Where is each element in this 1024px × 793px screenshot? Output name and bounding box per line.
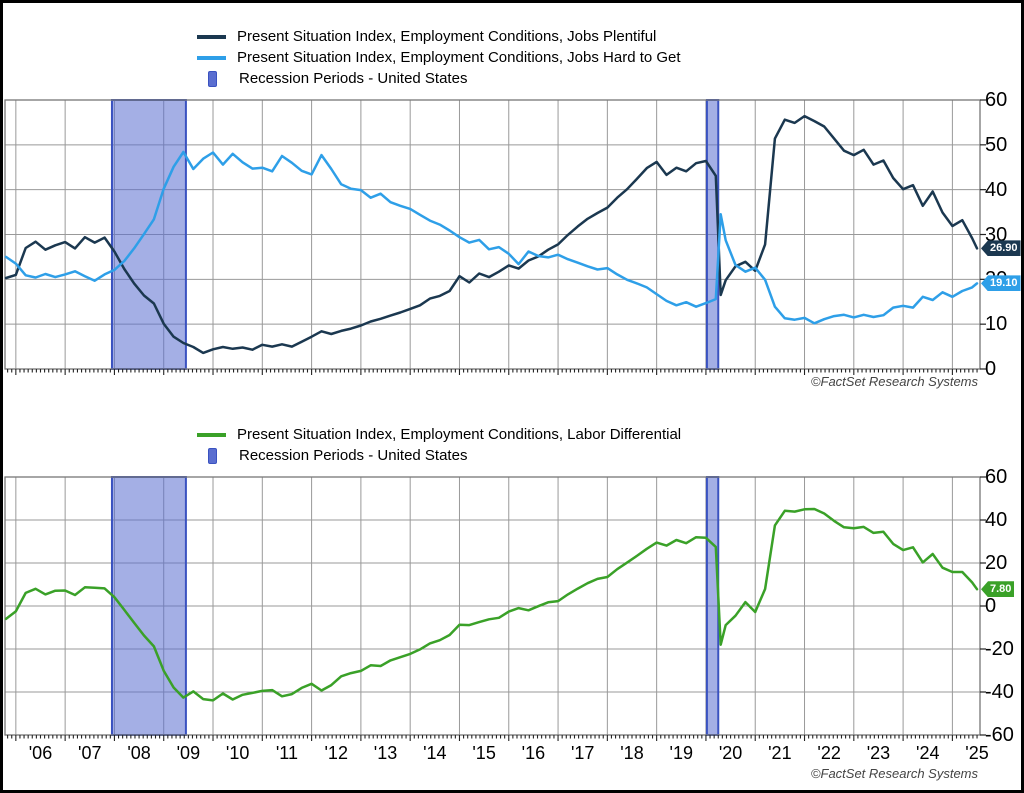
y-axis-label: 50 <box>985 133 1008 156</box>
y-axis-label: 40 <box>985 178 1008 201</box>
y-axis-label: 20 <box>985 552 1008 574</box>
x-axis-label: '11 <box>275 743 298 763</box>
legend-label-jobs-plentiful: Present Situation Index, Employment Cond… <box>237 28 657 45</box>
legend-item-labor-differential: Present Situation Index, Employment Cond… <box>197 424 681 445</box>
x-axis-label: '08 <box>127 743 151 763</box>
recession-band-swatch-icon <box>208 70 217 87</box>
x-axis-label: '07 <box>78 743 102 763</box>
legend-item-jobs-plentiful: Present Situation Index, Employment Cond… <box>197 26 681 47</box>
legend-label-labor-differential: Present Situation Index, Employment Cond… <box>237 426 682 443</box>
y-axis-label: -20 <box>985 638 1014 660</box>
legend-label-jobs-hard-to-get: Present Situation Index, Employment Cond… <box>237 49 681 66</box>
legend-item-recession-bottom: Recession Periods - United States <box>197 445 681 466</box>
x-axis-label: '22 <box>817 743 841 763</box>
y-axis-label: 0 <box>985 358 997 380</box>
y-axis-label: 30 <box>985 223 1008 246</box>
x-axis-label: '21 <box>768 743 792 763</box>
x-axis-label: '25 <box>965 743 989 763</box>
y-axis-label: 60 <box>985 89 1008 111</box>
x-axis-label: '19 <box>669 743 694 763</box>
recession-band-swatch-icon <box>208 447 217 464</box>
last-value-badge-jobs-hard-to-get: 19.10 <box>981 275 1021 292</box>
y-axis-label: 10 <box>985 313 1008 336</box>
x-axis-label: '18 <box>620 743 644 763</box>
legend-top: Present Situation Index, Employment Cond… <box>197 26 681 89</box>
legend-label-recession-bottom: Recession Periods - United States <box>239 447 468 464</box>
last-value-badge-jobs-plentiful: 26.90 <box>981 240 1021 257</box>
last-value-badge-labor-differential: 7.80 <box>981 581 1015 598</box>
x-axis-label: '09 <box>176 743 201 763</box>
legend-item-recession-top: Recession Periods - United States <box>197 68 681 89</box>
y-axis-label: -60 <box>985 724 1014 746</box>
y-axis-label: 60 <box>985 466 1008 488</box>
legend-label-recession-top: Recession Periods - United States <box>239 70 468 87</box>
x-axis-label: '16 <box>521 743 546 763</box>
x-axis-label: '06 <box>28 743 53 763</box>
y-axis-label: 40 <box>985 509 1008 531</box>
x-axis-label: '24 <box>916 743 940 763</box>
legend-item-jobs-hard-to-get: Present Situation Index, Employment Cond… <box>197 47 681 68</box>
x-axis-label: '13 <box>373 743 398 763</box>
jobs-hard-to-get-line-swatch-icon <box>197 55 226 60</box>
legend-bottom: Present Situation Index, Employment Cond… <box>197 424 681 466</box>
x-axis-label: '15 <box>472 743 496 763</box>
x-axis-label: '20 <box>718 743 743 763</box>
y-axis-label: 0 <box>985 595 997 617</box>
jobs-plentiful-line-swatch-icon <box>197 34 226 39</box>
x-axis-label: '17 <box>570 743 595 763</box>
x-axis-label: '23 <box>866 743 891 763</box>
x-axis-label: '14 <box>423 743 447 763</box>
factset-credit-top: ©FactSet Research Systems <box>810 374 978 389</box>
factset-credit-bottom: ©FactSet Research Systems <box>810 766 978 781</box>
x-axis-label: '12 <box>324 743 348 763</box>
labor-differential-line-swatch-icon <box>197 432 226 437</box>
x-axis-label: '10 <box>225 743 250 763</box>
y-axis-label: -40 <box>985 681 1014 703</box>
